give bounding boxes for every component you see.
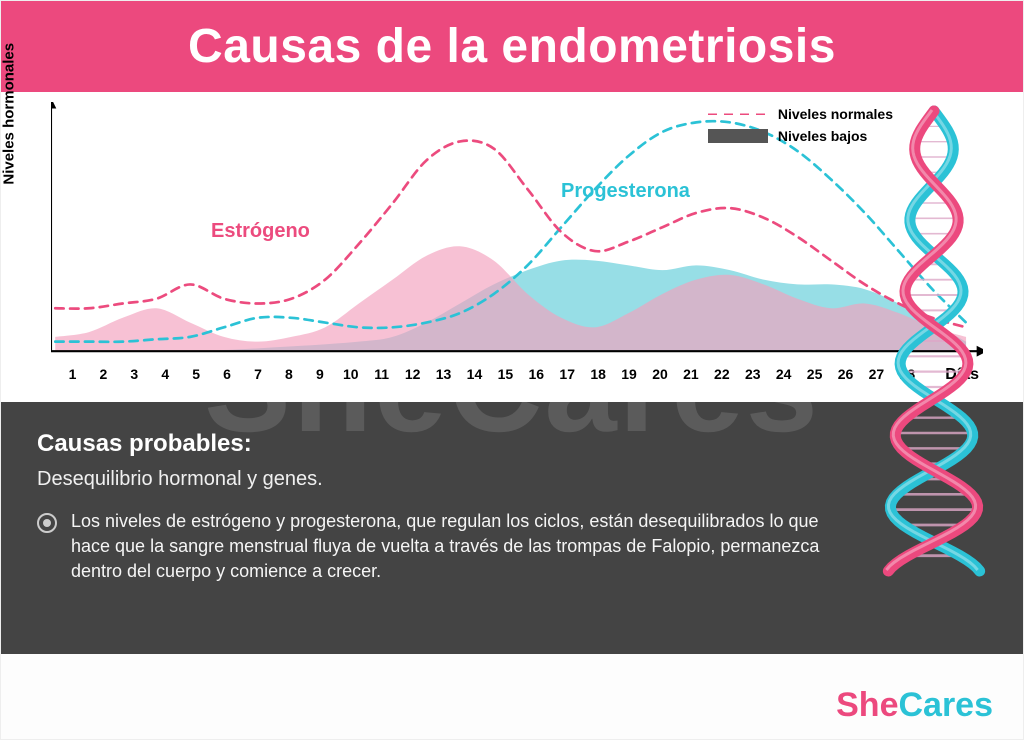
- x-tick: 12: [397, 366, 428, 382]
- x-tick: 18: [583, 366, 614, 382]
- bullet-icon: [37, 513, 57, 533]
- x-axis-ticks: 1234567891011121314151617181920212223242…: [57, 362, 923, 382]
- causes-bullet-text: Los niveles de estrógeno y progesterona,…: [71, 509, 851, 585]
- x-axis-label: Días: [945, 366, 979, 384]
- chart-legend: Niveles normales Niveles bajos: [708, 106, 893, 150]
- causes-panel: Causas probables: Desequilibrio hormonal…: [1, 402, 1023, 654]
- x-tick: 7: [243, 366, 274, 382]
- legend-solid-icon: [708, 129, 768, 143]
- x-tick: 27: [861, 366, 892, 382]
- causes-subheading: Desequilibrio hormonal y genes.: [37, 468, 987, 491]
- causes-bullet-row: Los niveles de estrógeno y progesterona,…: [37, 509, 987, 585]
- legend-dash-icon: [708, 113, 768, 115]
- legend-item-low: Niveles bajos: [708, 128, 893, 144]
- x-tick: 10: [335, 366, 366, 382]
- x-tick: 11: [366, 366, 397, 382]
- x-tick: 21: [675, 366, 706, 382]
- x-tick: 28: [892, 366, 923, 382]
- x-tick: 20: [645, 366, 676, 382]
- x-tick: 3: [119, 366, 150, 382]
- causes-heading: Causas probables:: [37, 430, 987, 458]
- x-tick: 4: [150, 366, 181, 382]
- shecares-logo: SheCares: [836, 686, 993, 725]
- x-tick: 24: [768, 366, 799, 382]
- x-tick: 16: [521, 366, 552, 382]
- x-tick: 26: [830, 366, 861, 382]
- x-tick: 25: [799, 366, 830, 382]
- logo-part2: Cares: [898, 686, 993, 724]
- x-tick: 8: [273, 366, 304, 382]
- x-tick: 13: [428, 366, 459, 382]
- y-axis-label: Niveles hormonales: [1, 43, 18, 185]
- x-tick: 5: [181, 366, 212, 382]
- legend-item-normal: Niveles normales: [708, 106, 893, 122]
- estrogen-label: Estrógeno: [211, 220, 310, 243]
- x-tick: 17: [552, 366, 583, 382]
- x-tick: 6: [212, 366, 243, 382]
- x-tick: 15: [490, 366, 521, 382]
- header-banner: Causas de la endometriosis: [1, 1, 1023, 92]
- infographic-container: Causas de la endometriosis SheCares Nive…: [0, 0, 1024, 740]
- x-tick: 14: [459, 366, 490, 382]
- logo-part1: She: [836, 686, 898, 724]
- x-tick: 19: [614, 366, 645, 382]
- x-tick: 23: [737, 366, 768, 382]
- legend-label: Niveles normales: [778, 106, 893, 122]
- x-tick: 2: [88, 366, 119, 382]
- progesterone-label: Progesterona: [561, 180, 690, 203]
- legend-label: Niveles bajos: [778, 128, 868, 144]
- page-title: Causas de la endometriosis: [31, 19, 993, 74]
- x-tick: 22: [706, 366, 737, 382]
- x-tick: 9: [304, 366, 335, 382]
- x-tick: 1: [57, 366, 88, 382]
- hormone-chart: Niveles hormonales Niveles normales Nive…: [1, 92, 1023, 402]
